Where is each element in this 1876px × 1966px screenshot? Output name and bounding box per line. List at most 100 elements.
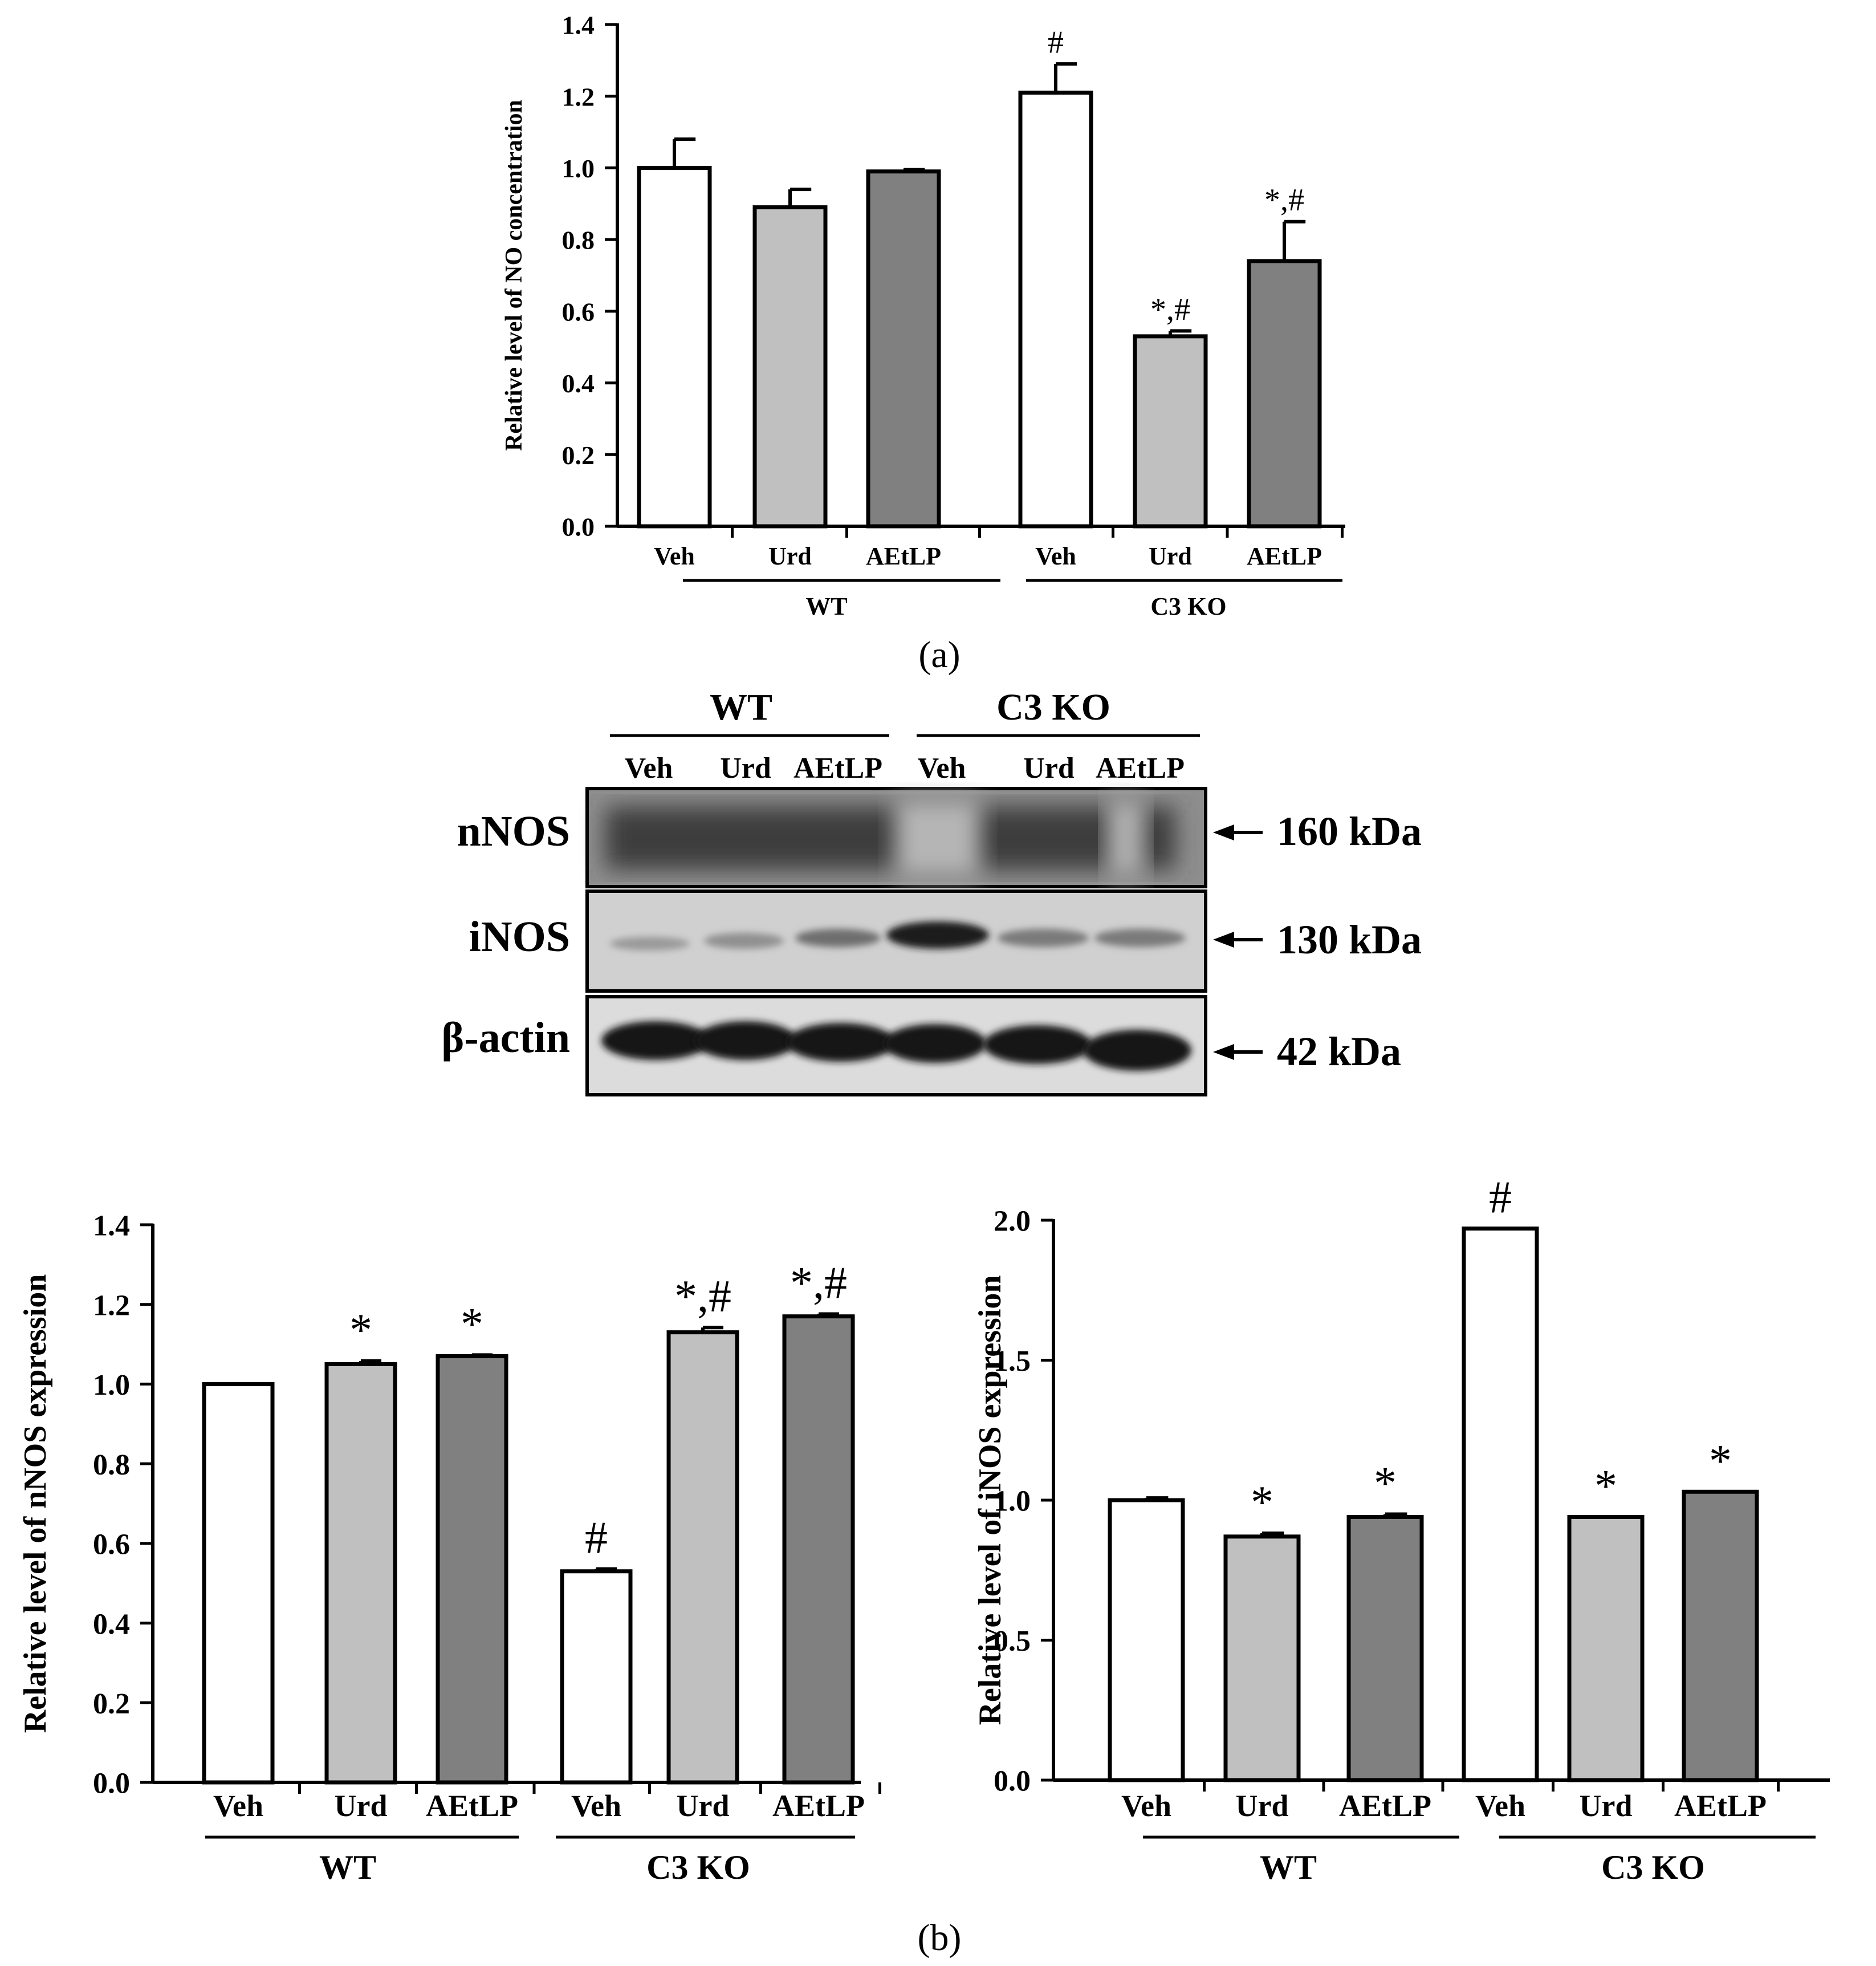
- y-tick-label: 1.4: [562, 11, 595, 40]
- x-tick-label: AEtLP: [1247, 542, 1322, 570]
- y-axis-label: Relative level of NO concentration: [501, 100, 527, 451]
- blot-row-label: iNOS: [469, 913, 570, 961]
- y-tick-label: 1.0: [562, 154, 595, 183]
- bar: [1682, 1489, 1759, 1782]
- x-tick-label: Urd: [677, 1789, 730, 1823]
- x-tick-label: AEtLP: [1674, 1789, 1767, 1823]
- group-label: C3 KO: [1601, 1849, 1705, 1886]
- x-tick-label: Veh: [213, 1789, 263, 1823]
- bar: [324, 1362, 397, 1785]
- significance-label: *: [1594, 1461, 1617, 1511]
- x-tick-label: Veh: [1475, 1789, 1525, 1823]
- bar: [436, 1354, 508, 1785]
- significance-label: #: [1489, 1173, 1512, 1223]
- group-label: WT: [319, 1849, 376, 1886]
- blot-size-label: 130 kDa: [1277, 917, 1422, 962]
- western-blot: WT C3 KO Veh Urd AEtLP Veh Urd AEtLP nNO…: [441, 687, 1422, 1096]
- bar: [1247, 259, 1322, 529]
- bar: [752, 205, 828, 529]
- y-tick-label: 0.8: [93, 1449, 130, 1481]
- bar: [1108, 1498, 1185, 1782]
- blot-row-nnos: nNOS 160 kDa: [457, 787, 1422, 888]
- bar: [782, 1314, 855, 1785]
- blot-group-label-c3ko: C3 KO: [996, 687, 1110, 728]
- significance-label: #: [1048, 25, 1064, 60]
- bar: [1223, 1534, 1301, 1782]
- bar: [202, 1382, 275, 1785]
- y-tick-label: 0.5: [994, 1625, 1031, 1658]
- y-tick-label: 1.5: [994, 1345, 1031, 1378]
- blot-row-label: nNOS: [457, 807, 570, 855]
- blot-row-beta-actin: β-actin 42 kDa: [441, 995, 1401, 1096]
- nnos-expression-chart: 0.0 0.2 0.4 0.6 0.8 1.0 1.2 1.4 Relative level o…: [18, 1210, 881, 1886]
- x-tick-label: Urd: [1149, 542, 1192, 570]
- significance-label: #: [585, 1513, 608, 1563]
- y-tick-label: 0.0: [93, 1768, 130, 1800]
- x-tick-label: AEtLP: [866, 542, 941, 570]
- inos-expression-chart: 0.0 0.5 1.0 1.5 2.0 Relative level of iNOS ex…: [972, 1173, 1830, 1886]
- x-tick-label: AEtLP: [1339, 1789, 1431, 1823]
- arrow-icon: [1213, 1044, 1234, 1060]
- y-tick-label: 0.6: [93, 1529, 130, 1561]
- group-label: C3 KO: [1150, 592, 1226, 620]
- x-tick-label: Veh: [1035, 542, 1076, 570]
- x-tick-label: Urd: [1580, 1789, 1633, 1823]
- x-tick-label: Veh: [571, 1789, 621, 1823]
- arrow-icon: [1213, 932, 1234, 948]
- blot-lane-label: Veh: [625, 752, 673, 785]
- bar: [1346, 1514, 1424, 1782]
- x-tick-label: Urd: [1236, 1789, 1289, 1823]
- group-label: WT: [1260, 1849, 1317, 1886]
- y-tick-label: 2.0: [994, 1205, 1031, 1238]
- x-tick-label: Veh: [654, 542, 695, 570]
- blot-lane-label: Urd: [1023, 752, 1075, 785]
- bar: [560, 1569, 633, 1785]
- significance-label: *: [461, 1299, 483, 1349]
- y-axis-label: Relative level of iNOS expression: [972, 1275, 1008, 1725]
- significance-label: *: [1374, 1459, 1397, 1509]
- bar: [637, 165, 712, 529]
- bar: [1567, 1514, 1645, 1782]
- bar: [866, 169, 941, 529]
- no-concentration-chart: 0.0 0.2 0.4 0.6 0.8 1.0 1.2 1.4 Relative level o…: [501, 11, 1345, 620]
- group-label: C3 KO: [646, 1849, 750, 1886]
- y-tick-label: 1.4: [93, 1210, 130, 1242]
- y-tick-label: 1.2: [562, 82, 595, 111]
- significance-label: *: [1251, 1477, 1273, 1528]
- significance-label: *,#: [674, 1272, 731, 1322]
- blot-size-label: 160 kDa: [1277, 809, 1422, 854]
- panel-a-caption: (a): [918, 634, 960, 676]
- blot-size-label: 42 kDa: [1277, 1029, 1401, 1074]
- x-tick-label: Urd: [335, 1789, 388, 1823]
- significance-label: *,#: [790, 1258, 847, 1308]
- bar: [1462, 1226, 1539, 1782]
- y-tick-label: 1.0: [93, 1369, 130, 1402]
- blot-row-label: β-actin: [441, 1014, 570, 1062]
- blot-lane-label: AEtLP: [1096, 752, 1185, 785]
- y-tick-label: 0.4: [93, 1608, 130, 1640]
- significance-label: *: [349, 1305, 372, 1355]
- x-tick-label: Veh: [1121, 1789, 1171, 1823]
- bar: [666, 1330, 739, 1785]
- y-axis-label: Relative level of nNOS expression: [18, 1274, 53, 1733]
- y-tick-label: 0.0: [994, 1765, 1031, 1798]
- x-tick-label: AEtLP: [426, 1789, 518, 1823]
- y-tick-label: 0.2: [93, 1688, 130, 1720]
- y-tick-label: 0.4: [562, 369, 595, 398]
- arrow-icon: [1213, 824, 1234, 840]
- blot-lane-label: Urd: [720, 752, 771, 785]
- significance-label: *: [1709, 1436, 1732, 1486]
- y-tick-label: 0.0: [562, 513, 595, 542]
- group-label: WT: [805, 592, 847, 620]
- bar: [1133, 334, 1208, 529]
- significance-label: *,#: [1150, 292, 1190, 327]
- x-tick-label: AEtLP: [772, 1789, 865, 1823]
- y-tick-label: 1.2: [93, 1289, 130, 1322]
- blot-lane-label: AEtLP: [793, 752, 882, 785]
- blot-lane-label: Veh: [918, 752, 966, 785]
- blot-row-inos: iNOS 130 kDa: [469, 889, 1422, 993]
- y-tick-label: 0.6: [562, 297, 595, 326]
- blot-group-label-wt: WT: [710, 687, 772, 728]
- x-tick-label: Urd: [768, 542, 812, 570]
